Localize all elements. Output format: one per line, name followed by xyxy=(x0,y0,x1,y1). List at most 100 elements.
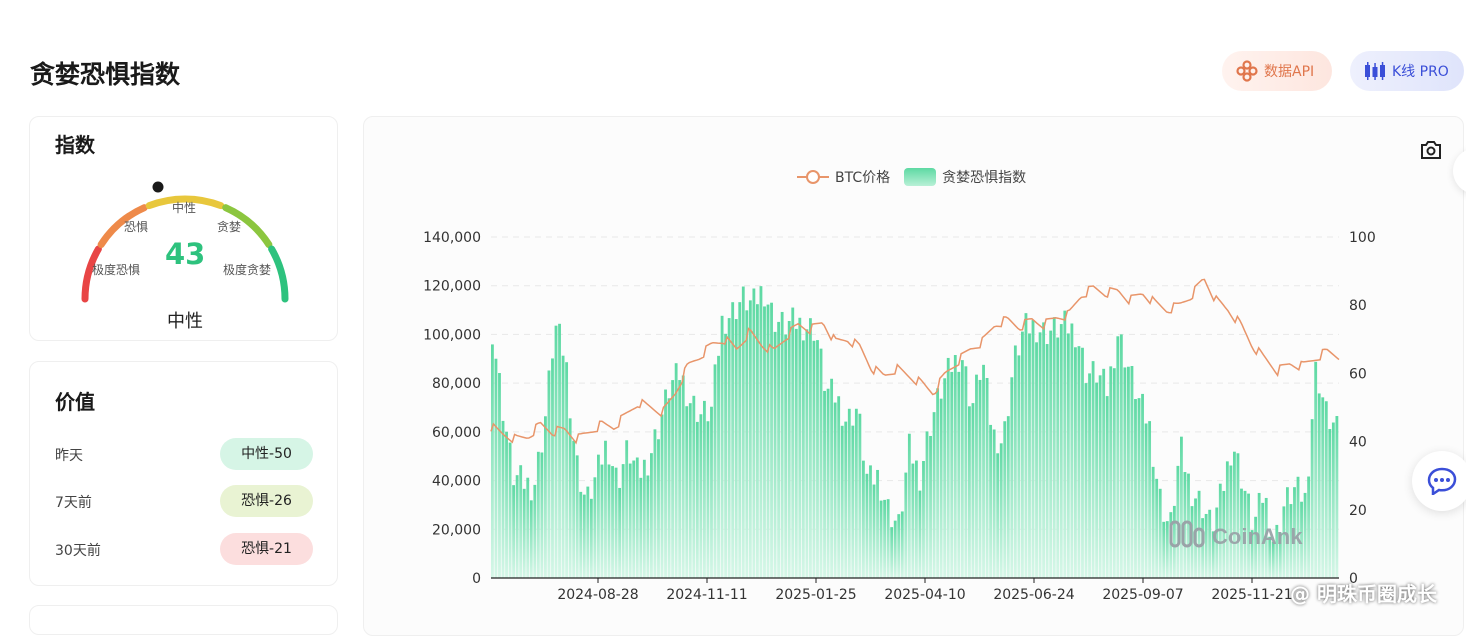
legend-item-fear-greed[interactable]: 贪婪恐惧指数 xyxy=(904,167,1026,187)
index-bar xyxy=(1013,345,1017,578)
index-bar xyxy=(1286,487,1289,578)
index-bar xyxy=(1261,502,1265,578)
index-bar xyxy=(1180,436,1183,578)
index-bar xyxy=(752,288,756,578)
index-bar xyxy=(533,484,537,578)
gauge-value: 43 xyxy=(165,237,206,271)
index-bar xyxy=(738,302,742,578)
index-bar xyxy=(1240,488,1243,578)
index-bar xyxy=(604,440,607,578)
index-bar xyxy=(1275,524,1279,578)
index-bar xyxy=(862,460,865,578)
index-bar xyxy=(1222,490,1226,578)
camera-icon[interactable] xyxy=(1419,139,1443,165)
index-bar xyxy=(1052,317,1056,578)
index-bar xyxy=(886,499,890,578)
index-bar xyxy=(1130,366,1134,578)
left-axis-tick: 0 xyxy=(472,571,481,587)
index-bar xyxy=(780,311,784,578)
index-bar xyxy=(529,500,533,578)
x-axis-tick: 2025-11-21 xyxy=(1211,587,1292,603)
gauge-arc-extreme-greed xyxy=(268,245,289,303)
data-api-button[interactable]: 数据API xyxy=(1222,51,1332,91)
index-bar xyxy=(1095,382,1099,578)
index-bar xyxy=(501,420,505,578)
index-bar xyxy=(1218,483,1222,578)
index-bar xyxy=(1035,342,1038,578)
index-bar xyxy=(568,418,572,578)
index-bar xyxy=(522,488,526,578)
index-bar xyxy=(794,328,798,578)
left-axis-tick: 60,000 xyxy=(432,425,481,441)
index-bar xyxy=(536,451,540,578)
x-axis-tick: 2025-01-25 xyxy=(775,587,856,603)
index-bar xyxy=(865,473,869,578)
legend-item-btc-price[interactable]: BTC价格 xyxy=(797,167,890,187)
index-bar xyxy=(1056,337,1060,578)
index-card: 指数 极度恐惧 恐惧 中性 贪婪 极度贪婪 43 中性 xyxy=(29,116,338,341)
gauge-arc-greed xyxy=(222,204,273,249)
index-bar xyxy=(614,467,618,578)
index-bar xyxy=(1278,532,1282,578)
line-legend-icon xyxy=(797,170,829,184)
index-bar xyxy=(1028,333,1031,578)
index-bar xyxy=(1024,313,1028,578)
index-bar xyxy=(505,431,508,578)
index-bar xyxy=(900,511,904,578)
index-bar xyxy=(1010,377,1014,578)
index-bar xyxy=(950,371,954,578)
index-bar xyxy=(1172,505,1176,578)
index-bar xyxy=(1141,393,1144,578)
fear-greed-chart: CoinAnk 0 20,000 40,000 60,000 80,000 100,000… xyxy=(423,230,1376,603)
api-icon xyxy=(1236,60,1258,82)
index-bar xyxy=(960,360,964,578)
index-bar xyxy=(773,331,777,578)
index-bar xyxy=(1268,536,1272,578)
x-axis-tick: 2025-09-07 xyxy=(1102,587,1183,603)
index-bar xyxy=(1045,344,1049,578)
index-bar xyxy=(667,398,671,578)
index-bar xyxy=(551,358,554,578)
index-bar xyxy=(1324,401,1328,578)
right-axis-tick: 0 xyxy=(1349,571,1358,587)
index-bar xyxy=(703,400,706,578)
index-bar xyxy=(1303,492,1307,578)
index-bar xyxy=(1119,334,1123,578)
index-bar xyxy=(1084,383,1088,578)
index-bar xyxy=(692,395,696,578)
kline-pro-button[interactable]: K线 PRO xyxy=(1350,51,1464,91)
bar-legend-icon xyxy=(904,168,937,186)
index-bar xyxy=(593,477,597,578)
index-bar xyxy=(1271,541,1275,578)
index-bar xyxy=(996,453,1000,578)
index-bar xyxy=(1049,330,1053,578)
index-bar xyxy=(589,498,593,578)
index-bar xyxy=(1307,476,1311,578)
index-bar xyxy=(1233,451,1236,578)
index-bar xyxy=(1197,490,1201,578)
index-bar xyxy=(971,403,975,578)
index-bar xyxy=(664,389,667,578)
index-bar xyxy=(494,358,498,578)
index-bar xyxy=(498,373,501,578)
legend-label-btc-price: BTC价格 xyxy=(835,170,891,186)
index-bar xyxy=(854,408,858,578)
chat-button[interactable] xyxy=(1412,451,1466,511)
sentiment-gauge xyxy=(81,181,289,303)
index-bar xyxy=(674,363,678,578)
gauge-label-fear: 恐惧 xyxy=(124,220,149,234)
left-axis-tick: 40,000 xyxy=(432,474,481,490)
right-axis-tick: 20 xyxy=(1349,503,1367,519)
index-bar xyxy=(992,429,996,578)
side-collapse-tab[interactable] xyxy=(1453,148,1466,194)
index-bar xyxy=(801,340,805,578)
gauge-arc-extreme-fear xyxy=(81,245,102,303)
index-bar xyxy=(1098,375,1102,578)
value-card: 价值 昨天 中性-50 7天前 恐惧-26 30天前 恐惧-21 xyxy=(29,361,338,586)
index-bar xyxy=(1109,366,1113,578)
index-bar xyxy=(607,464,611,578)
index-bar xyxy=(915,460,918,578)
index-bar xyxy=(618,487,622,578)
index-bar xyxy=(621,464,625,578)
index-bar xyxy=(946,357,950,578)
